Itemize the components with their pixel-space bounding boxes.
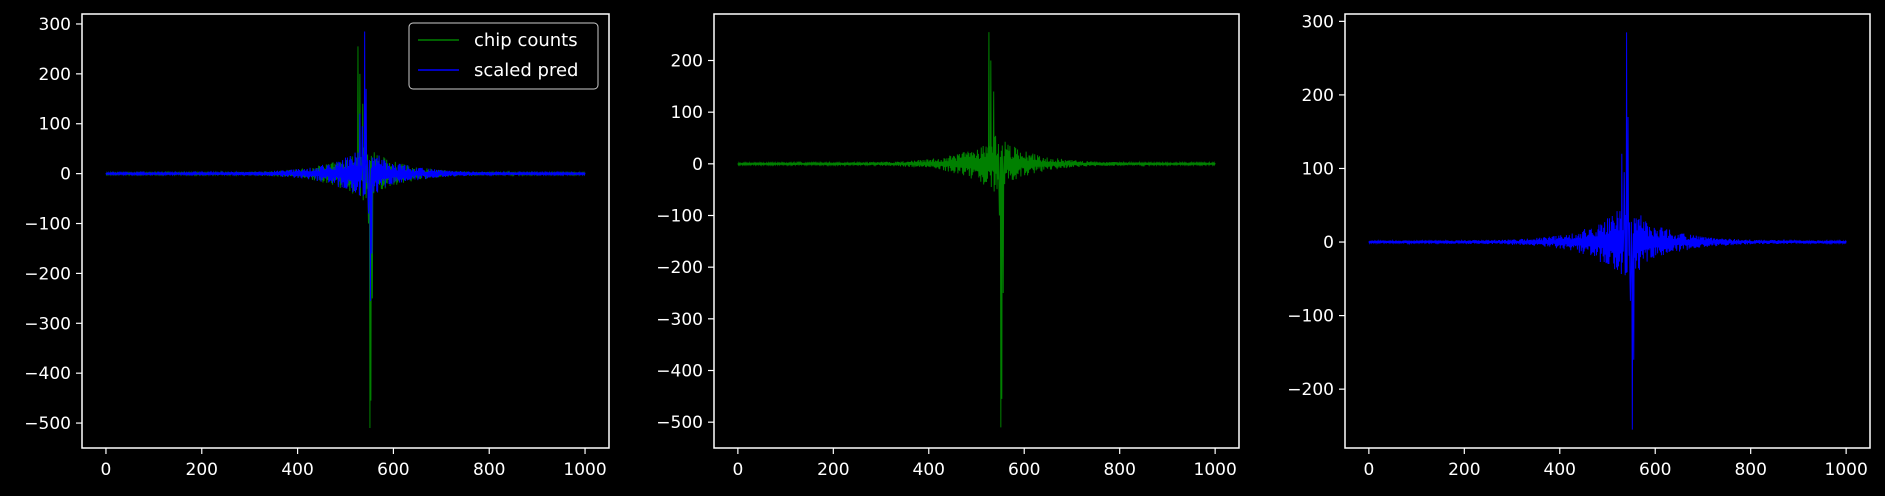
y-tick-label: 100 xyxy=(671,103,703,123)
x-tick-label: 800 xyxy=(1734,460,1766,480)
y-tick-label: 0 xyxy=(60,165,71,185)
legend-label-scaled-pred: scaled pred xyxy=(474,60,578,81)
y-tick-label: −200 xyxy=(24,264,71,284)
y-tick-label: 300 xyxy=(39,15,71,35)
x-tick-label: 800 xyxy=(473,460,505,480)
series-layer xyxy=(737,32,1216,428)
x-tick-label: 0 xyxy=(1363,460,1374,480)
y-tick-label: 300 xyxy=(1302,12,1334,32)
x-tick-label: 400 xyxy=(1544,460,1576,480)
panel-combined: 0 200 400 600 800 1000 −500 −400 −300 −200 −100 0 10… xyxy=(24,13,610,480)
x-tick-label: 0 xyxy=(101,460,112,480)
x-tick-label: 200 xyxy=(817,460,849,480)
plot-frame xyxy=(713,13,1240,449)
panel-pred-only: 0 200 400 600 800 1000 −200 −100 0 100 200 300 xyxy=(1287,12,1871,480)
y-tick-label: −400 xyxy=(24,364,71,384)
tick-layer: 0 200 400 600 800 1000 −500 −400 −300 −200 −100 0 10… xyxy=(24,15,606,480)
x-tick-label: 400 xyxy=(281,460,313,480)
y-tick-label: −200 xyxy=(1287,380,1334,400)
x-tick-label: 400 xyxy=(913,460,945,480)
y-tick-label: 100 xyxy=(1302,159,1334,179)
plot-frame xyxy=(81,13,610,449)
tick-layer: 0 200 400 600 800 1000 −500 −400 −300 −200 −100 0 10… xyxy=(656,52,1236,481)
x-tick-label: 800 xyxy=(1103,460,1135,480)
tick-layer: 0 200 400 600 800 1000 −200 −100 0 100 200 300 xyxy=(1287,12,1867,480)
x-tick-label: 1000 xyxy=(1194,460,1237,480)
y-tick-label: −400 xyxy=(656,362,703,382)
x-tick-label: 1000 xyxy=(1825,460,1868,480)
y-tick-label: −100 xyxy=(1287,307,1334,327)
y-tick-label: 200 xyxy=(1302,86,1334,106)
y-tick-label: −100 xyxy=(24,215,71,235)
legend: chip counts scaled pred xyxy=(408,22,599,90)
y-tick-label: 100 xyxy=(39,115,71,135)
x-tick-label: 200 xyxy=(1448,460,1480,480)
x-tick-label: 600 xyxy=(1639,460,1671,480)
x-tick-label: 200 xyxy=(186,460,218,480)
series-line-scaled-pred xyxy=(1368,32,1847,430)
y-tick-label: 0 xyxy=(1323,233,1334,253)
y-tick-label: −500 xyxy=(656,413,703,433)
legend-label-chip-counts: chip counts xyxy=(474,30,578,51)
y-tick-label: −200 xyxy=(656,258,703,278)
x-tick-label: 0 xyxy=(732,460,743,480)
y-tick-label: 0 xyxy=(692,155,703,175)
y-tick-label: −300 xyxy=(24,314,71,334)
y-tick-label: 200 xyxy=(39,65,71,85)
plot-frame xyxy=(1344,13,1871,449)
y-tick-label: −100 xyxy=(656,207,703,227)
panel-chip-only: 0 200 400 600 800 1000 −500 −400 −300 −200 −100 0 10… xyxy=(656,13,1240,481)
y-tick-label: 200 xyxy=(671,52,703,72)
series-line-scaled-pred xyxy=(105,31,586,301)
x-tick-label: 600 xyxy=(1008,460,1040,480)
y-tick-label: −500 xyxy=(24,414,71,434)
y-tick-label: −300 xyxy=(656,310,703,330)
x-tick-label: 1000 xyxy=(563,460,606,480)
x-tick-label: 600 xyxy=(377,460,409,480)
series-layer xyxy=(1368,32,1847,430)
series-layer xyxy=(105,31,586,429)
series-line-chip-counts xyxy=(737,32,1216,428)
